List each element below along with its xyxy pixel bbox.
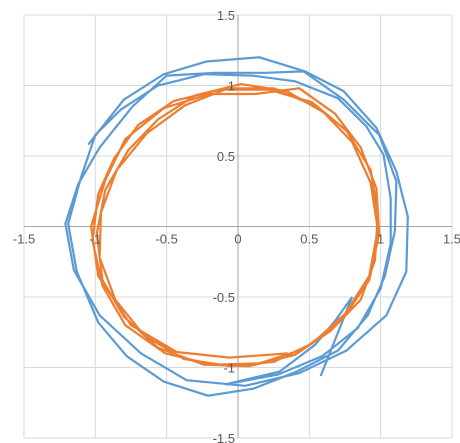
series-line-1 xyxy=(64,56,409,397)
x-tick-label: 1 xyxy=(377,232,384,247)
y-tick-label: 1 xyxy=(228,79,235,94)
axes-layer xyxy=(24,15,452,438)
y-tick-label: -1 xyxy=(223,361,235,376)
series-line-2 xyxy=(89,82,381,368)
x-tick-label: 0.5 xyxy=(300,232,318,247)
x-tick-label: -0.5 xyxy=(155,232,177,247)
x-tick-label: -1 xyxy=(90,232,102,247)
y-tick-label: -1.5 xyxy=(213,431,235,443)
y-tick-label: 0.5 xyxy=(217,149,235,164)
x-tick-label: 0 xyxy=(234,232,241,247)
y-tick-label: 1.5 xyxy=(217,8,235,23)
x-tick-label: 1.5 xyxy=(443,232,460,247)
y-tick-label: -0.5 xyxy=(213,290,235,305)
x-tick-label: -1.5 xyxy=(13,232,35,247)
tick-labels-layer: -1.5 -1 -0.5 0 0.5 1 1.5 1.5 1 0.5 -0.5 -1 -1.5 xyxy=(13,8,460,443)
series-layer xyxy=(64,56,409,397)
